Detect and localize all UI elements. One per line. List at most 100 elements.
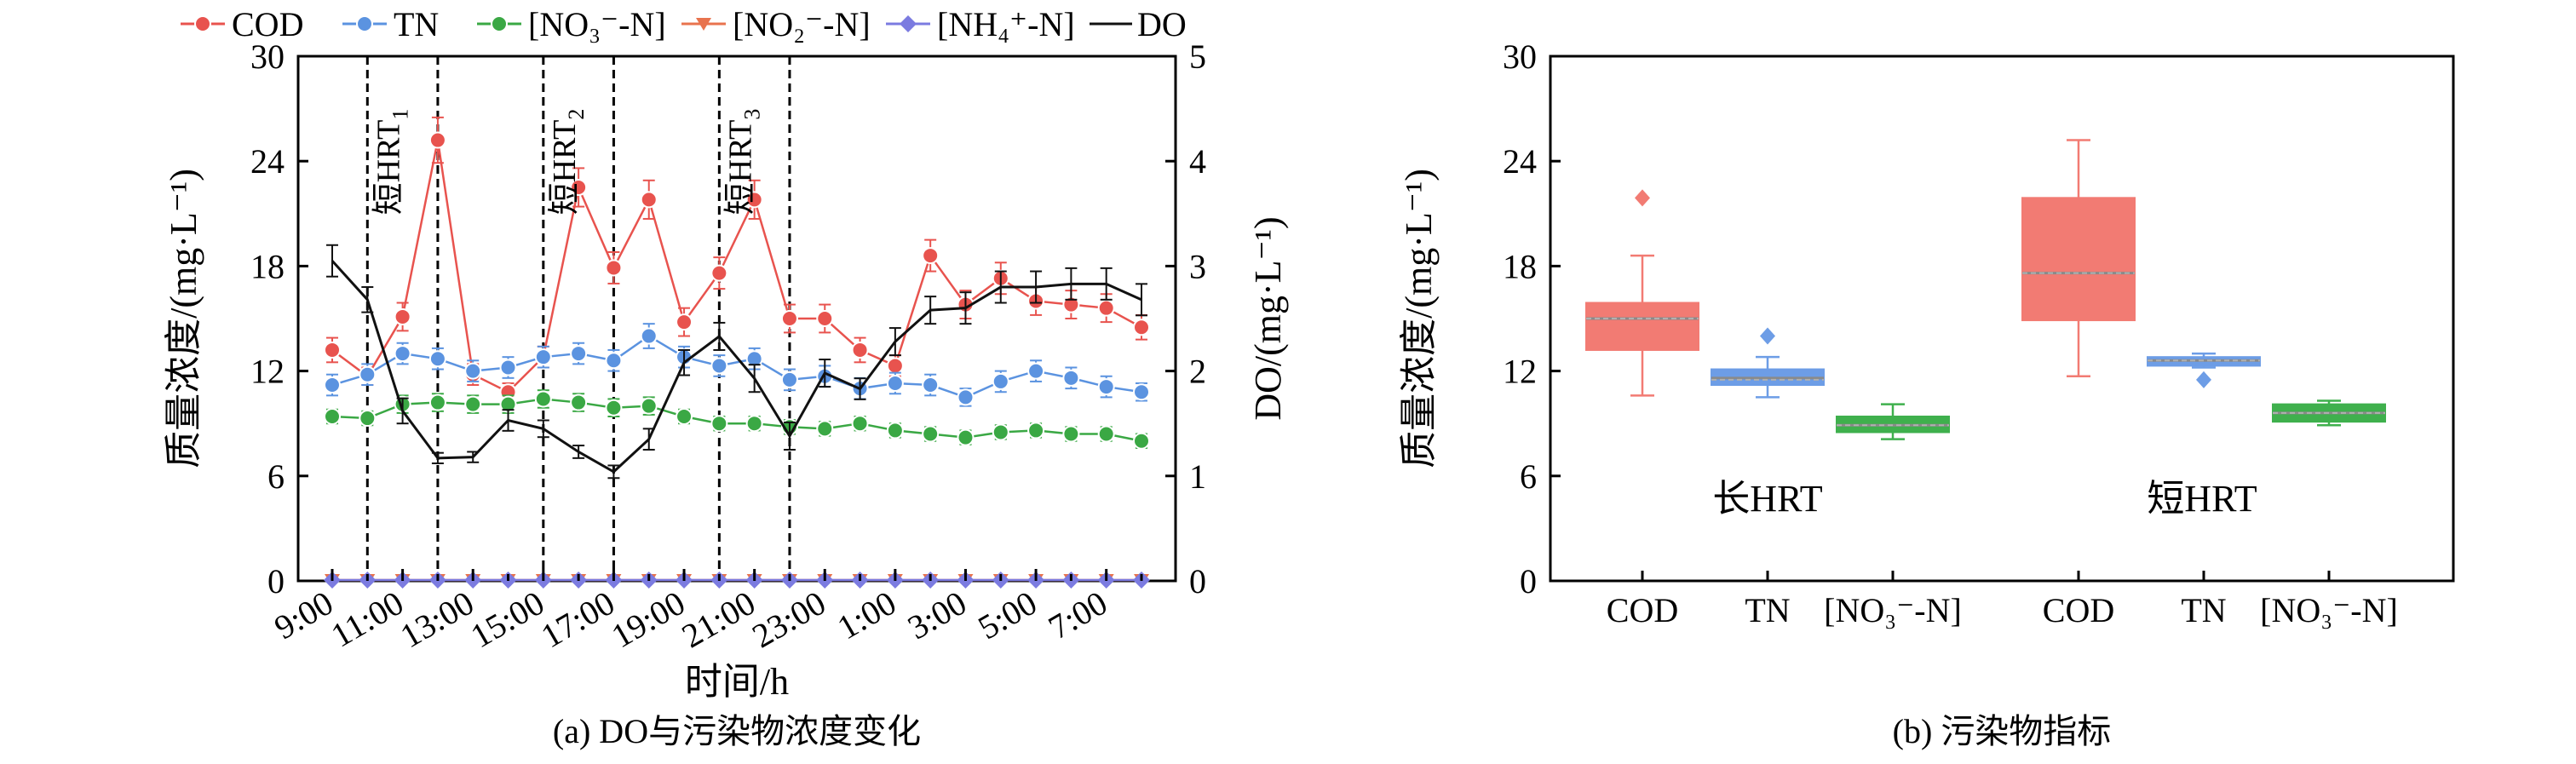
data-point	[922, 425, 940, 443]
box-1	[1711, 327, 1825, 399]
left-y-tick-label: 18	[250, 247, 285, 285]
data-point	[605, 259, 623, 277]
series-line	[331, 335, 1142, 399]
period-label-text: 短HRT	[547, 120, 583, 215]
data-point	[710, 264, 728, 282]
period-label: 短HRT2	[547, 109, 589, 215]
x-tick-label: 19:00	[605, 583, 691, 656]
data-point	[957, 388, 975, 406]
legend-label: COD	[232, 5, 303, 43]
data-point	[1027, 362, 1045, 380]
period-label-sub: 3	[740, 109, 765, 120]
group-label-long: 长HRT	[1712, 478, 1822, 520]
x-tick-label: 17:00	[535, 583, 621, 656]
box-y-tick-label: 6	[1520, 457, 1537, 496]
box-x-tick-label: COD	[2043, 591, 2114, 629]
panel-b: 0 6 12 18 24 30 COD TN [NO₃⁻-N] COD TN [NO₃⁻-N] 长H…	[1398, 37, 2455, 750]
box-body	[1585, 302, 1699, 351]
box-x-tick-label: [NO₃⁻-N]	[2260, 591, 2398, 629]
data-point	[640, 327, 658, 345]
box-2	[1836, 403, 1950, 440]
right-y-tick-label: 4	[1189, 142, 1206, 181]
data-point	[534, 390, 552, 408]
right-y-tick-label: 2	[1189, 353, 1206, 391]
left-y-axis-title: 质量浓度/(mg·L⁻¹)	[163, 169, 204, 468]
data-point	[922, 376, 940, 394]
x-tick-label: 21:00	[676, 583, 762, 656]
box-3	[2021, 139, 2136, 378]
left-y-tick-label: 24	[250, 142, 285, 181]
data-point	[1062, 369, 1080, 387]
data-point	[851, 415, 869, 433]
left-y-tick-label: 0	[267, 562, 285, 600]
data-point	[605, 399, 623, 416]
data-point	[1097, 425, 1115, 443]
data-point	[640, 397, 658, 415]
data-point	[886, 422, 904, 439]
legend-marker	[900, 15, 917, 32]
box-4	[2147, 352, 2261, 388]
plot-frame-b	[1549, 55, 2455, 583]
x-tick-label: 23:00	[745, 583, 831, 656]
data-point	[710, 415, 728, 433]
right-y-tick-label: 1	[1189, 457, 1206, 496]
legend-marker	[696, 18, 711, 31]
data-point	[428, 131, 446, 149]
series-layer	[324, 116, 1150, 589]
data-point	[992, 372, 1009, 390]
data-point	[676, 407, 693, 425]
right-y-tick-label: 3	[1189, 247, 1206, 285]
box-x-tick-label: TN	[2181, 591, 2226, 629]
right-y-tick-label: 5	[1189, 37, 1206, 76]
box-y-tick-label: 24	[1503, 142, 1537, 181]
data-point	[464, 395, 482, 413]
data-point	[957, 428, 975, 446]
data-point	[922, 247, 940, 265]
left-y-tick-label: 30	[250, 37, 285, 76]
x-tick-label: 13:00	[394, 583, 480, 656]
data-point	[886, 374, 904, 392]
series-1	[324, 323, 1150, 407]
data-point	[428, 393, 446, 411]
series-line	[331, 260, 1142, 474]
legend-label: [NH₄⁺-N]	[937, 5, 1075, 43]
data-point	[1133, 319, 1150, 336]
legend: COD TN [NO₃⁻-N] [NO₂⁻-N] [NH₄⁺-N] DO	[181, 5, 1187, 43]
data-point	[570, 345, 588, 363]
data-point	[816, 310, 834, 327]
box-x-ticks: COD TN [NO₃⁻-N] COD TN [NO₃⁻-N]	[1607, 571, 2398, 629]
data-point	[428, 350, 446, 368]
box-outlier	[2196, 371, 2211, 388]
left-y-tick-label: 6	[267, 457, 285, 496]
data-point	[745, 415, 763, 433]
box-y-tick-label: 0	[1520, 562, 1537, 600]
series-line	[331, 398, 1142, 442]
box-outlier	[1635, 189, 1650, 207]
legend-marker	[491, 15, 508, 32]
x-tick-label: 5:00	[971, 583, 1043, 647]
right-y-tick-label: 0	[1189, 562, 1206, 600]
x-tick-label: 7:00	[1042, 583, 1113, 647]
group-label-short: 短HRT	[2147, 478, 2257, 520]
data-point	[394, 307, 411, 325]
data-point	[394, 345, 411, 363]
box-x-tick-label: [NO₃⁻-N]	[1824, 591, 1962, 629]
data-point	[1062, 425, 1080, 443]
data-point	[1097, 378, 1115, 396]
data-point	[570, 393, 588, 411]
data-point	[605, 352, 623, 370]
data-point	[324, 341, 341, 359]
box-body	[2021, 197, 2136, 322]
box-y-ticks: 0 6 12 18 24 30	[1503, 37, 1561, 600]
right-y-ticks: 0 1 2 3 4 5	[1165, 37, 1206, 600]
data-point	[816, 420, 834, 438]
legend-label: TN	[394, 5, 439, 43]
data-point	[464, 362, 482, 380]
period-label: 短HRT1	[371, 109, 413, 215]
x-tick-label: 15:00	[464, 583, 550, 656]
series-5	[326, 244, 1147, 480]
data-point	[1133, 383, 1150, 401]
data-point	[570, 179, 588, 196]
